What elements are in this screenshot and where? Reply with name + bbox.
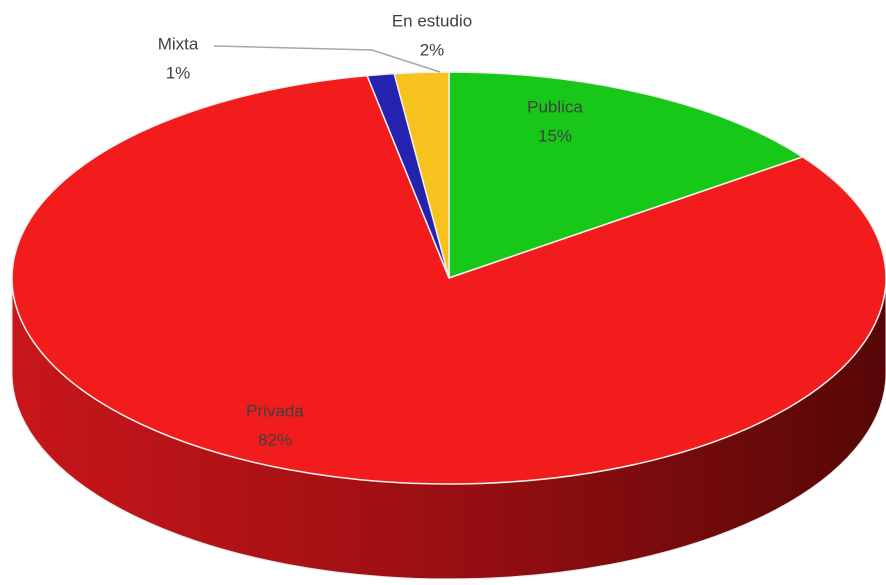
pie-slice — [448, 71, 805, 280]
slice-label-value: 82% — [258, 430, 292, 449]
slice-label-value: 2% — [420, 40, 445, 59]
slice-label-value: 1% — [166, 63, 191, 82]
leader-line — [213, 45, 441, 73]
slice-label-name: Privada — [246, 401, 304, 420]
slice-label-name: Publica — [527, 97, 583, 116]
slice-label-name: Mixta — [158, 34, 199, 53]
slice-label-name: En estudio — [392, 11, 472, 30]
slice-label-value: 15% — [538, 126, 572, 145]
pie-slice — [11, 74, 886, 485]
pie-slice — [393, 71, 450, 279]
